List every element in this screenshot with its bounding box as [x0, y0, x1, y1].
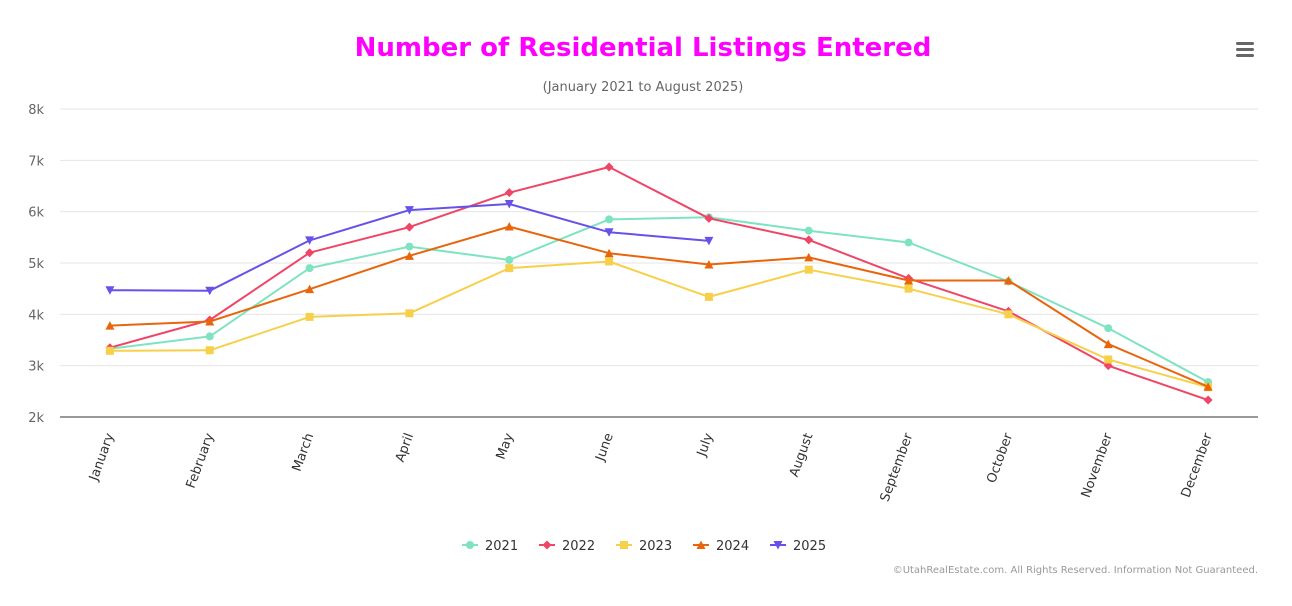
legend-marker	[466, 541, 474, 549]
y-tick-label: 3k	[28, 360, 44, 375]
legend-marker	[696, 540, 706, 549]
data-point	[704, 292, 713, 301]
data-point	[305, 312, 314, 321]
data-point	[704, 236, 714, 246]
data-point	[704, 213, 714, 223]
x-tick-label: July	[694, 431, 717, 459]
data-point	[405, 242, 414, 251]
data-point	[105, 346, 114, 355]
data-point	[1104, 324, 1113, 333]
legend-label: 2025	[793, 539, 826, 554]
data-point	[1203, 382, 1213, 391]
x-tick-label: November	[1079, 431, 1116, 500]
data-point	[205, 332, 214, 341]
data-point	[704, 260, 714, 269]
x-tick-label: September	[878, 431, 917, 504]
hamburger-menu-icon	[1236, 42, 1254, 45]
data-point	[505, 264, 514, 273]
legend[interactable]: 2021 2022 2023 2024 2025	[462, 539, 826, 554]
series-line-2022	[109, 166, 1209, 402]
y-tick-label: 2k	[28, 411, 44, 426]
x-tick-label: December	[1179, 431, 1216, 500]
data-point	[804, 265, 813, 274]
data-point	[105, 321, 115, 330]
data-point	[904, 284, 913, 293]
data-point	[604, 248, 614, 258]
data-point	[305, 236, 315, 245]
data-point	[1003, 275, 1013, 285]
x-tick-label: June	[593, 431, 617, 464]
hamburger-menu-icon-bar	[1236, 48, 1254, 51]
series-2021	[105, 213, 1213, 387]
data-point	[105, 286, 115, 295]
data-point	[205, 317, 215, 326]
data-point	[505, 255, 514, 264]
x-tick-label: March	[290, 431, 318, 473]
legend-marker	[620, 541, 628, 549]
legend-label: 2021	[485, 539, 518, 554]
plot-area: 2k 3k 4k 5k 6k 7k 8k January February March April M…	[28, 103, 1258, 504]
data-point	[605, 215, 614, 224]
legend-label: 2024	[716, 539, 749, 554]
data-point	[504, 222, 514, 231]
series-2025	[105, 199, 714, 296]
series-line-2021	[109, 216, 1209, 383]
data-point	[604, 228, 614, 237]
series-2023	[105, 257, 1213, 392]
data-point	[904, 238, 913, 247]
data-point	[205, 346, 214, 355]
y-tick-label: 5k	[28, 257, 44, 272]
data-point	[804, 235, 814, 245]
x-tick-label: May	[494, 431, 517, 462]
legend-marker	[542, 540, 552, 550]
series-2022	[105, 162, 1213, 405]
data-point	[404, 206, 414, 215]
series-2024	[105, 222, 1213, 391]
data-point	[804, 252, 814, 262]
y-tick-label: 8k	[28, 103, 44, 118]
series-line-2023	[109, 260, 1209, 389]
data-point	[1004, 310, 1013, 319]
chart-menu-button[interactable]	[1230, 36, 1260, 64]
data-point	[1104, 355, 1113, 364]
data-point	[804, 226, 813, 235]
data-point	[605, 257, 614, 266]
data-point	[604, 162, 614, 172]
chart-title: Number of Residential Listings Entered	[355, 33, 932, 63]
credits: ©UtahRealEstate.com. All Rights Reserved…	[893, 565, 1258, 576]
legend-item-2025[interactable]: 2025	[770, 539, 826, 554]
y-tick-label: 7k	[28, 154, 44, 169]
data-point	[405, 309, 414, 318]
data-point	[1103, 339, 1113, 349]
x-tick-label: April	[393, 431, 417, 464]
data-point	[404, 251, 414, 260]
data-point	[305, 264, 314, 273]
x-tick-label: February	[184, 431, 218, 491]
data-point	[504, 188, 514, 198]
y-tick-label: 4k	[28, 308, 44, 323]
legend-marker	[773, 541, 783, 550]
data-point	[205, 286, 215, 296]
x-tick-label: January	[86, 431, 117, 484]
data-point	[1203, 395, 1213, 405]
legend-label: 2022	[562, 539, 595, 554]
data-point	[305, 284, 315, 294]
legend-item-2022[interactable]: 2022	[539, 539, 595, 554]
data-point	[305, 248, 315, 258]
legend-label: 2023	[639, 539, 672, 554]
x-tick-label: October	[984, 431, 1016, 486]
legend-item-2024[interactable]: 2024	[693, 539, 749, 554]
data-point	[504, 199, 514, 209]
y-tick-label: 6k	[28, 206, 44, 221]
x-tick-label: August	[787, 431, 817, 479]
legend-item-2021[interactable]: 2021	[462, 539, 518, 554]
data-point	[904, 275, 914, 285]
chart-subtitle: (January 2021 to August 2025)	[543, 80, 744, 95]
legend-item-2023[interactable]: 2023	[616, 539, 672, 554]
data-point	[404, 222, 414, 232]
hamburger-menu-icon-bar	[1236, 54, 1254, 57]
series-line-2024	[109, 225, 1209, 388]
